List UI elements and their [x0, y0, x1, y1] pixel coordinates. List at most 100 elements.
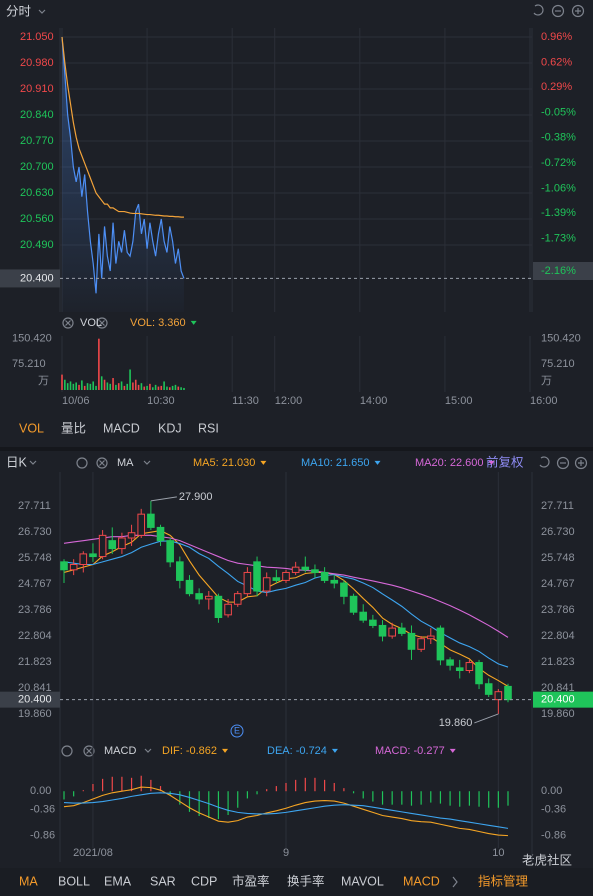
y2-tick-label: 21.823: [541, 656, 575, 668]
reset-icon[interactable]: [539, 456, 550, 468]
volume-bar: [83, 385, 86, 390]
bottom-tab[interactable]: EMA: [104, 874, 132, 888]
max-label: 27.900: [179, 491, 213, 503]
reset-icon[interactable]: [533, 4, 544, 16]
y2-tick-label: 25.748: [541, 552, 575, 564]
settings-glyph: [99, 320, 105, 326]
close-glyph: [65, 320, 71, 326]
candle-body: [282, 571, 290, 581]
dropdown-icon[interactable]: [29, 460, 37, 465]
candle-body: [137, 513, 146, 536]
y-tick-label: 20.490: [20, 239, 54, 251]
y-tick-label: 75.210: [12, 358, 46, 370]
indicator-tab[interactable]: RSI: [198, 421, 219, 435]
close-icon[interactable]: [96, 457, 108, 469]
y2-tick-label: 24.767: [541, 578, 575, 590]
volume-bar: [166, 386, 168, 390]
timeshare-title[interactable]: 分时: [6, 4, 32, 18]
bottom-tab[interactable]: 换手率: [287, 873, 325, 888]
y-tick-label: 25.748: [18, 552, 52, 564]
y-tick-label: 20.980: [20, 57, 54, 69]
volume-bar: [134, 379, 137, 390]
price-area: [62, 37, 184, 312]
bottom-tab[interactable]: BOLL: [58, 874, 90, 888]
more-arrow[interactable]: [452, 876, 458, 888]
close-icon[interactable]: [83, 745, 95, 757]
bottom-tab[interactable]: 市盈率: [232, 873, 270, 888]
bottom-tab[interactable]: CDP: [191, 874, 217, 888]
dropdown-icon[interactable]: [143, 460, 151, 465]
zoom-in-icon[interactable]: [571, 4, 585, 18]
volume-bar: [137, 384, 140, 390]
event-marker[interactable]: [230, 724, 244, 738]
settings-icon[interactable]: [96, 317, 108, 329]
candle-body: [455, 667, 464, 671]
dropdown-caret: [260, 460, 267, 465]
candle-body: [60, 561, 68, 571]
candle-body: [147, 513, 155, 528]
y2-tick-label: -0.38%: [541, 131, 576, 143]
x-tick-label: 12:00: [275, 395, 303, 407]
candle-body: [156, 526, 165, 542]
candle-body: [89, 553, 97, 558]
volume-bar: [163, 381, 165, 390]
bottom-tab[interactable]: SAR: [150, 874, 176, 888]
y-tick-label: 20.630: [20, 187, 54, 199]
indicator-manage[interactable]: 指标管理: [478, 873, 529, 888]
charts: 10/06 10:30 11:30 12:00 14:00 15:00 16:00 21.05…: [0, 28, 593, 888]
volume-bar: [151, 387, 154, 390]
volume-bar: [61, 374, 63, 390]
current-price-badge: [533, 691, 593, 708]
indicator-tab[interactable]: VOL: [19, 421, 44, 435]
ma-legend: MA5: 21.030: [193, 457, 255, 469]
dropdown-caret: [331, 748, 338, 753]
y-tick-label: 23.786: [18, 604, 52, 616]
current-pct-badge: [533, 262, 593, 280]
y2-tick-label: 26.730: [541, 526, 575, 538]
volume-bar: [89, 383, 92, 390]
ma-legend: MA20: 22.600: [415, 457, 484, 469]
zoom-in-icon[interactable]: [574, 456, 588, 470]
candle-body: [446, 659, 454, 666]
settings-icon[interactable]: [76, 457, 88, 469]
volume-bar: [92, 381, 94, 390]
volume-bar: [149, 383, 151, 390]
indicator-tab[interactable]: KDJ: [158, 421, 182, 435]
candle-body: [484, 683, 493, 695]
candle-body: [98, 534, 107, 558]
bottom-tab[interactable]: MAVOL: [341, 874, 384, 888]
settings-icon[interactable]: [61, 745, 73, 757]
candle-body: [378, 624, 387, 637]
dropdown-caret: [190, 320, 197, 325]
x-tick-label: 2021/08: [73, 847, 113, 859]
candle-body: [426, 635, 435, 640]
dropdown-icon[interactable]: [144, 748, 152, 753]
volume-bar: [123, 385, 126, 390]
candle-body: [494, 691, 503, 701]
zoom-out-icon[interactable]: [556, 456, 570, 470]
bottom-tab[interactable]: MA: [19, 874, 38, 888]
candle-body: [176, 561, 184, 581]
kline-title[interactable]: 日K: [6, 455, 28, 469]
zoom-out-icon[interactable]: [551, 4, 565, 18]
indicator-tab[interactable]: MACD: [103, 421, 140, 435]
dropdown-icon[interactable]: [38, 9, 46, 14]
y2-tick-label: -1.39%: [541, 207, 576, 219]
volume-bar: [69, 381, 72, 390]
candle-body: [369, 619, 377, 626]
close-icon[interactable]: [62, 317, 74, 329]
x-tick-label: 10:30: [147, 395, 175, 407]
bottom-tab[interactable]: MACD: [403, 874, 440, 888]
indicator-name[interactable]: MA: [117, 457, 134, 469]
x-tick-label: 14:00: [360, 395, 388, 407]
candle-body: [504, 685, 512, 701]
candle-body: [69, 564, 78, 571]
ma-legend: MA10: 21.650: [301, 457, 370, 469]
macd-title: MACD: [104, 745, 136, 757]
indicator-tab[interactable]: 量比: [61, 421, 86, 435]
adjust-mode[interactable]: 前复权: [486, 454, 524, 469]
separator: [0, 447, 593, 451]
candle-body: [233, 593, 242, 605]
candle-body: [330, 579, 339, 584]
y2-tick-label: 0.00: [541, 785, 562, 797]
